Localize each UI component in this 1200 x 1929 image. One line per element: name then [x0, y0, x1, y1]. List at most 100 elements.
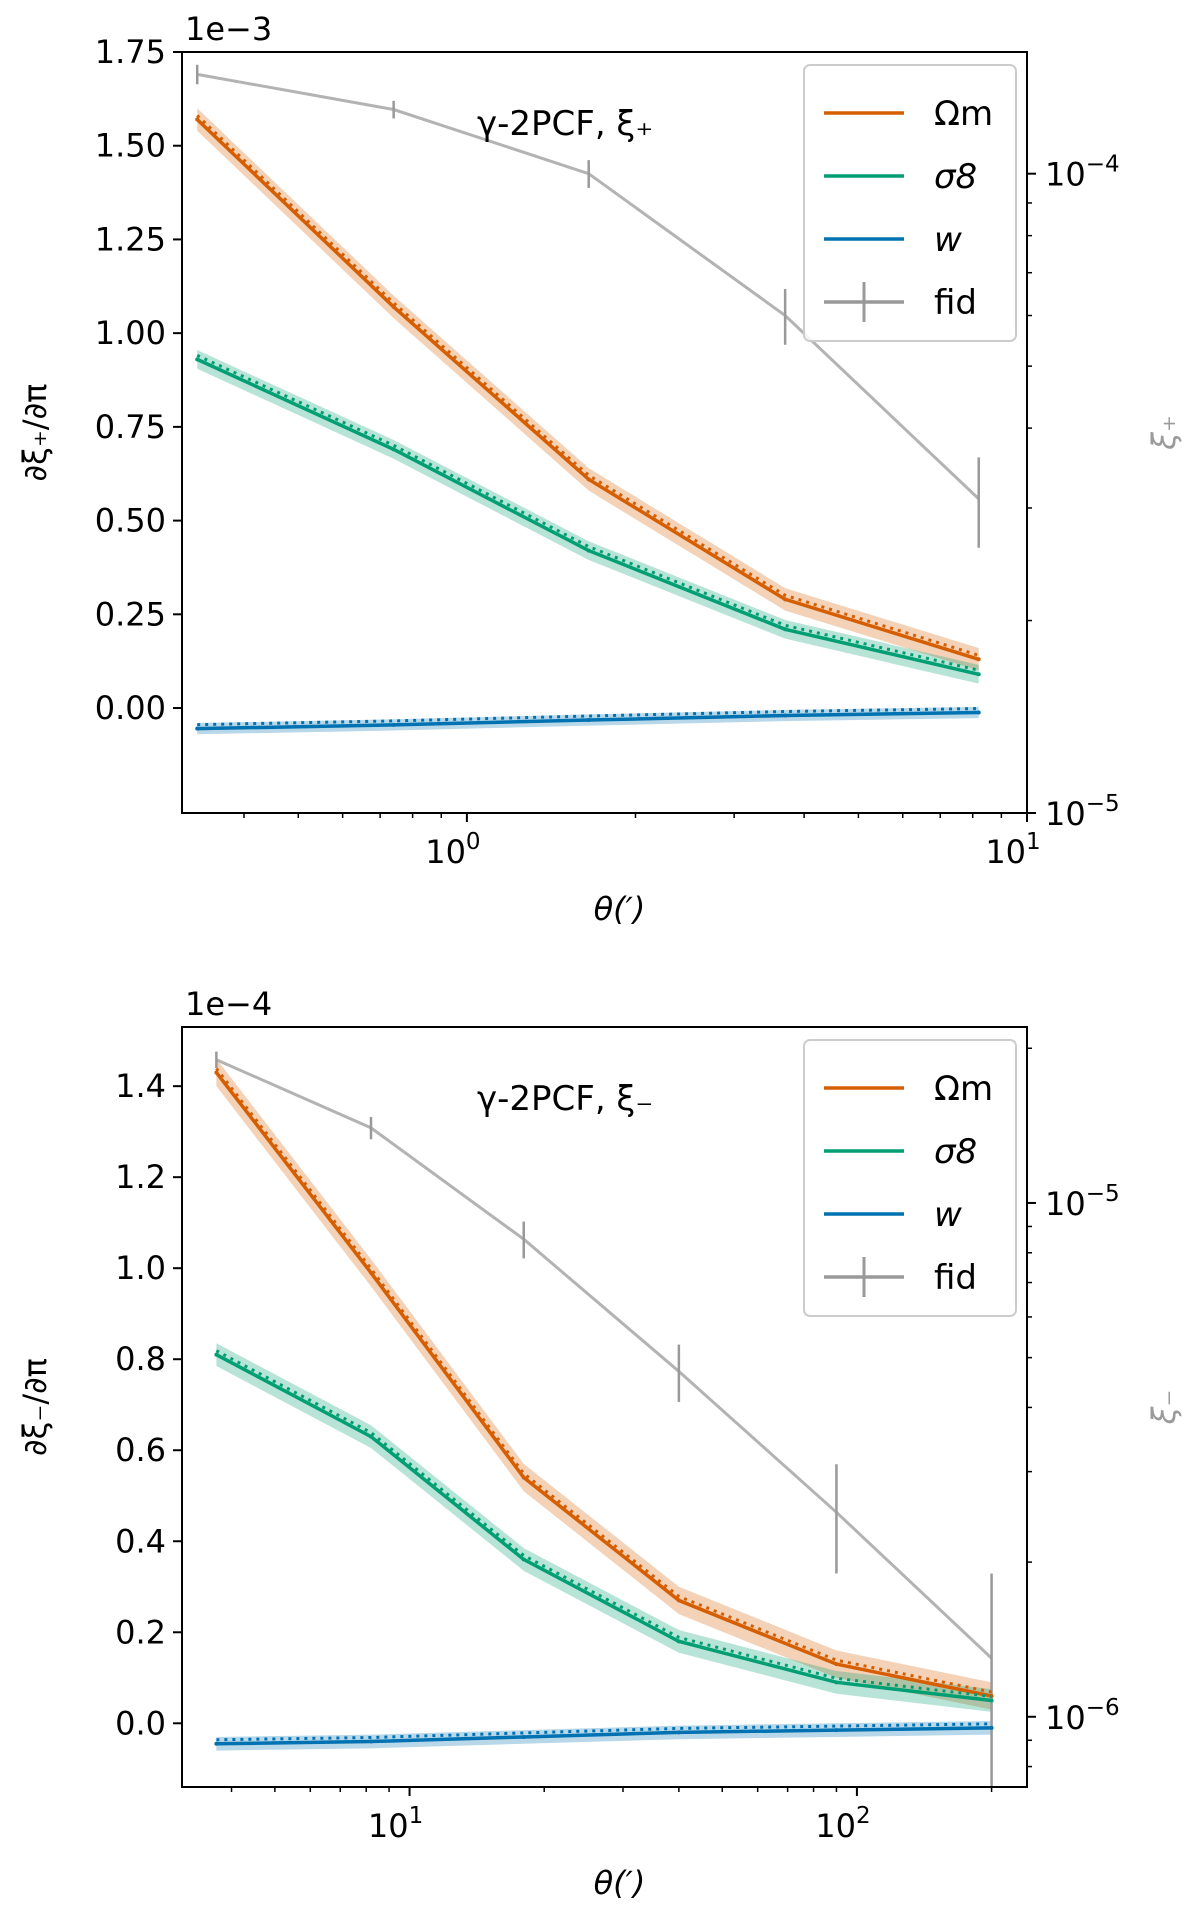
legend-box: [803, 1039, 1017, 1317]
y-offset-text: 1e−3: [185, 10, 272, 48]
series-line-σ8: [215, 1353, 992, 1703]
series-dotted-Ωm: [215, 1067, 992, 1694]
y-tick-label: 0.25: [95, 595, 166, 633]
point-Ωm-4: [976, 657, 981, 662]
point-Ωm-1: [368, 1270, 373, 1275]
y-tick-label: 1.75: [95, 33, 166, 71]
point-w-5: [989, 1725, 994, 1730]
series-line-fid: [215, 1058, 993, 1660]
legend-box: [803, 64, 1017, 342]
tick-exponent: 0: [466, 829, 481, 855]
point-σ8-1: [391, 447, 396, 452]
series-dotted-w: [197, 707, 979, 727]
point-w-3: [783, 713, 788, 718]
series-dotted-w: [216, 1722, 992, 1742]
x-tick-label: 100: [425, 829, 480, 871]
axes-frame: [181, 51, 1028, 814]
point-Ωm-1: [391, 304, 396, 309]
x-tick-label: 102: [815, 1803, 870, 1845]
y-tick-label: 1.2: [115, 1158, 166, 1196]
tick-base: 10: [985, 833, 1026, 871]
point-σ8-5: [989, 1698, 994, 1703]
tick-exponent: 1: [1026, 829, 1041, 855]
y-right-tick-label: 10−5: [1045, 791, 1120, 833]
tick-exponent: −5: [1086, 791, 1120, 817]
y-tick-label: 0.2: [115, 1613, 166, 1651]
band-σ8: [197, 350, 979, 684]
y-right-tick-label: 10−6: [1045, 1695, 1120, 1737]
point-Ωm-3: [676, 1598, 681, 1603]
point-w-1: [391, 722, 396, 727]
point-w-2: [521, 1734, 526, 1739]
y-tick-label: 0.4: [115, 1522, 166, 1560]
tick-exponent: −4: [1086, 152, 1120, 178]
point-w-4: [976, 710, 981, 715]
y-tick-label: 0.8: [115, 1340, 166, 1378]
point-σ8-3: [676, 1639, 681, 1644]
point-Ωm-0: [195, 117, 200, 122]
y-tick-label: 0.00: [95, 689, 166, 727]
point-σ8-4: [976, 672, 981, 677]
point-Ωm-3: [783, 597, 788, 602]
tick-base: 10: [425, 833, 466, 871]
point-w-4: [834, 1728, 839, 1733]
plot-area: [214, 1051, 994, 1787]
x-tick-label: 101: [368, 1803, 423, 1845]
point-w-1: [368, 1739, 373, 1744]
series-dotted-σ8: [215, 1349, 992, 1699]
legend-label-1: σ8: [934, 1132, 977, 1172]
point-w-3: [676, 1730, 681, 1735]
tick-exponent: 1: [409, 1803, 424, 1829]
tick-exponent: −5: [1086, 1181, 1120, 1207]
panel-annotation: γ-2PCF, ξ₋: [477, 1079, 653, 1119]
x-axis-label: θ(′): [594, 1864, 646, 1902]
tick-base: 10: [1045, 795, 1086, 833]
y-right-tick-label: 10−4: [1045, 152, 1120, 194]
tick-exponent: 2: [856, 1803, 871, 1829]
point-Ωm-4: [834, 1662, 839, 1667]
y-tick-label: 0.0: [115, 1704, 166, 1742]
legend-label-3: fid: [934, 1258, 977, 1298]
tick-base: 10: [1045, 156, 1086, 194]
point-w-0: [214, 1741, 219, 1746]
y-tick-label: 0.6: [115, 1431, 166, 1469]
tick-base: 10: [1045, 1185, 1086, 1223]
tick-base: 10: [815, 1807, 856, 1845]
y-axis-label: ∂ξ₋/∂π: [16, 1358, 54, 1456]
y-tick-label: 1.50: [95, 127, 166, 165]
y-right-axis-label: ξ₋: [1145, 1390, 1183, 1426]
legend-label-1: σ8: [934, 157, 977, 197]
legend-label-3: fid: [934, 283, 977, 323]
y-axis-label: ∂ξ₊/∂π: [16, 384, 54, 482]
y-tick-label: 1.4: [115, 1067, 166, 1105]
series-line-w: [216, 1726, 992, 1746]
point-Ωm-0: [214, 1070, 219, 1075]
point-σ8-0: [214, 1352, 219, 1357]
legend-label-0: Ωm: [934, 94, 993, 134]
legend-label-2: w: [934, 220, 962, 260]
point-σ8-0: [195, 357, 200, 362]
y-offset-text: 1e−4: [185, 985, 272, 1023]
point-w-0: [195, 726, 200, 731]
point-w-2: [586, 718, 591, 723]
y-right-tick-label: 10−5: [1045, 1181, 1120, 1223]
legend: Ωm σ8 w fid: [803, 64, 1017, 342]
y-tick-label: 0.75: [95, 408, 166, 446]
point-σ8-4: [834, 1680, 839, 1685]
legend: Ωm σ8 w fid: [803, 1039, 1017, 1317]
point-σ8-1: [368, 1434, 373, 1439]
y-right-axis-label: ξ₊: [1145, 415, 1183, 451]
series-line-Ωm: [214, 1071, 992, 1698]
y-tick-label: 1.00: [95, 314, 166, 352]
series-dotted-σ8: [196, 354, 980, 672]
y-tick-label: 0.50: [95, 502, 166, 540]
tick-base: 10: [368, 1807, 409, 1845]
point-σ8-2: [586, 548, 591, 553]
point-σ8-2: [521, 1557, 526, 1562]
tick-base: 10: [1045, 1699, 1086, 1737]
y-tick-label: 1.25: [95, 220, 166, 258]
tick-exponent: −6: [1086, 1695, 1120, 1721]
point-σ8-3: [783, 627, 788, 632]
